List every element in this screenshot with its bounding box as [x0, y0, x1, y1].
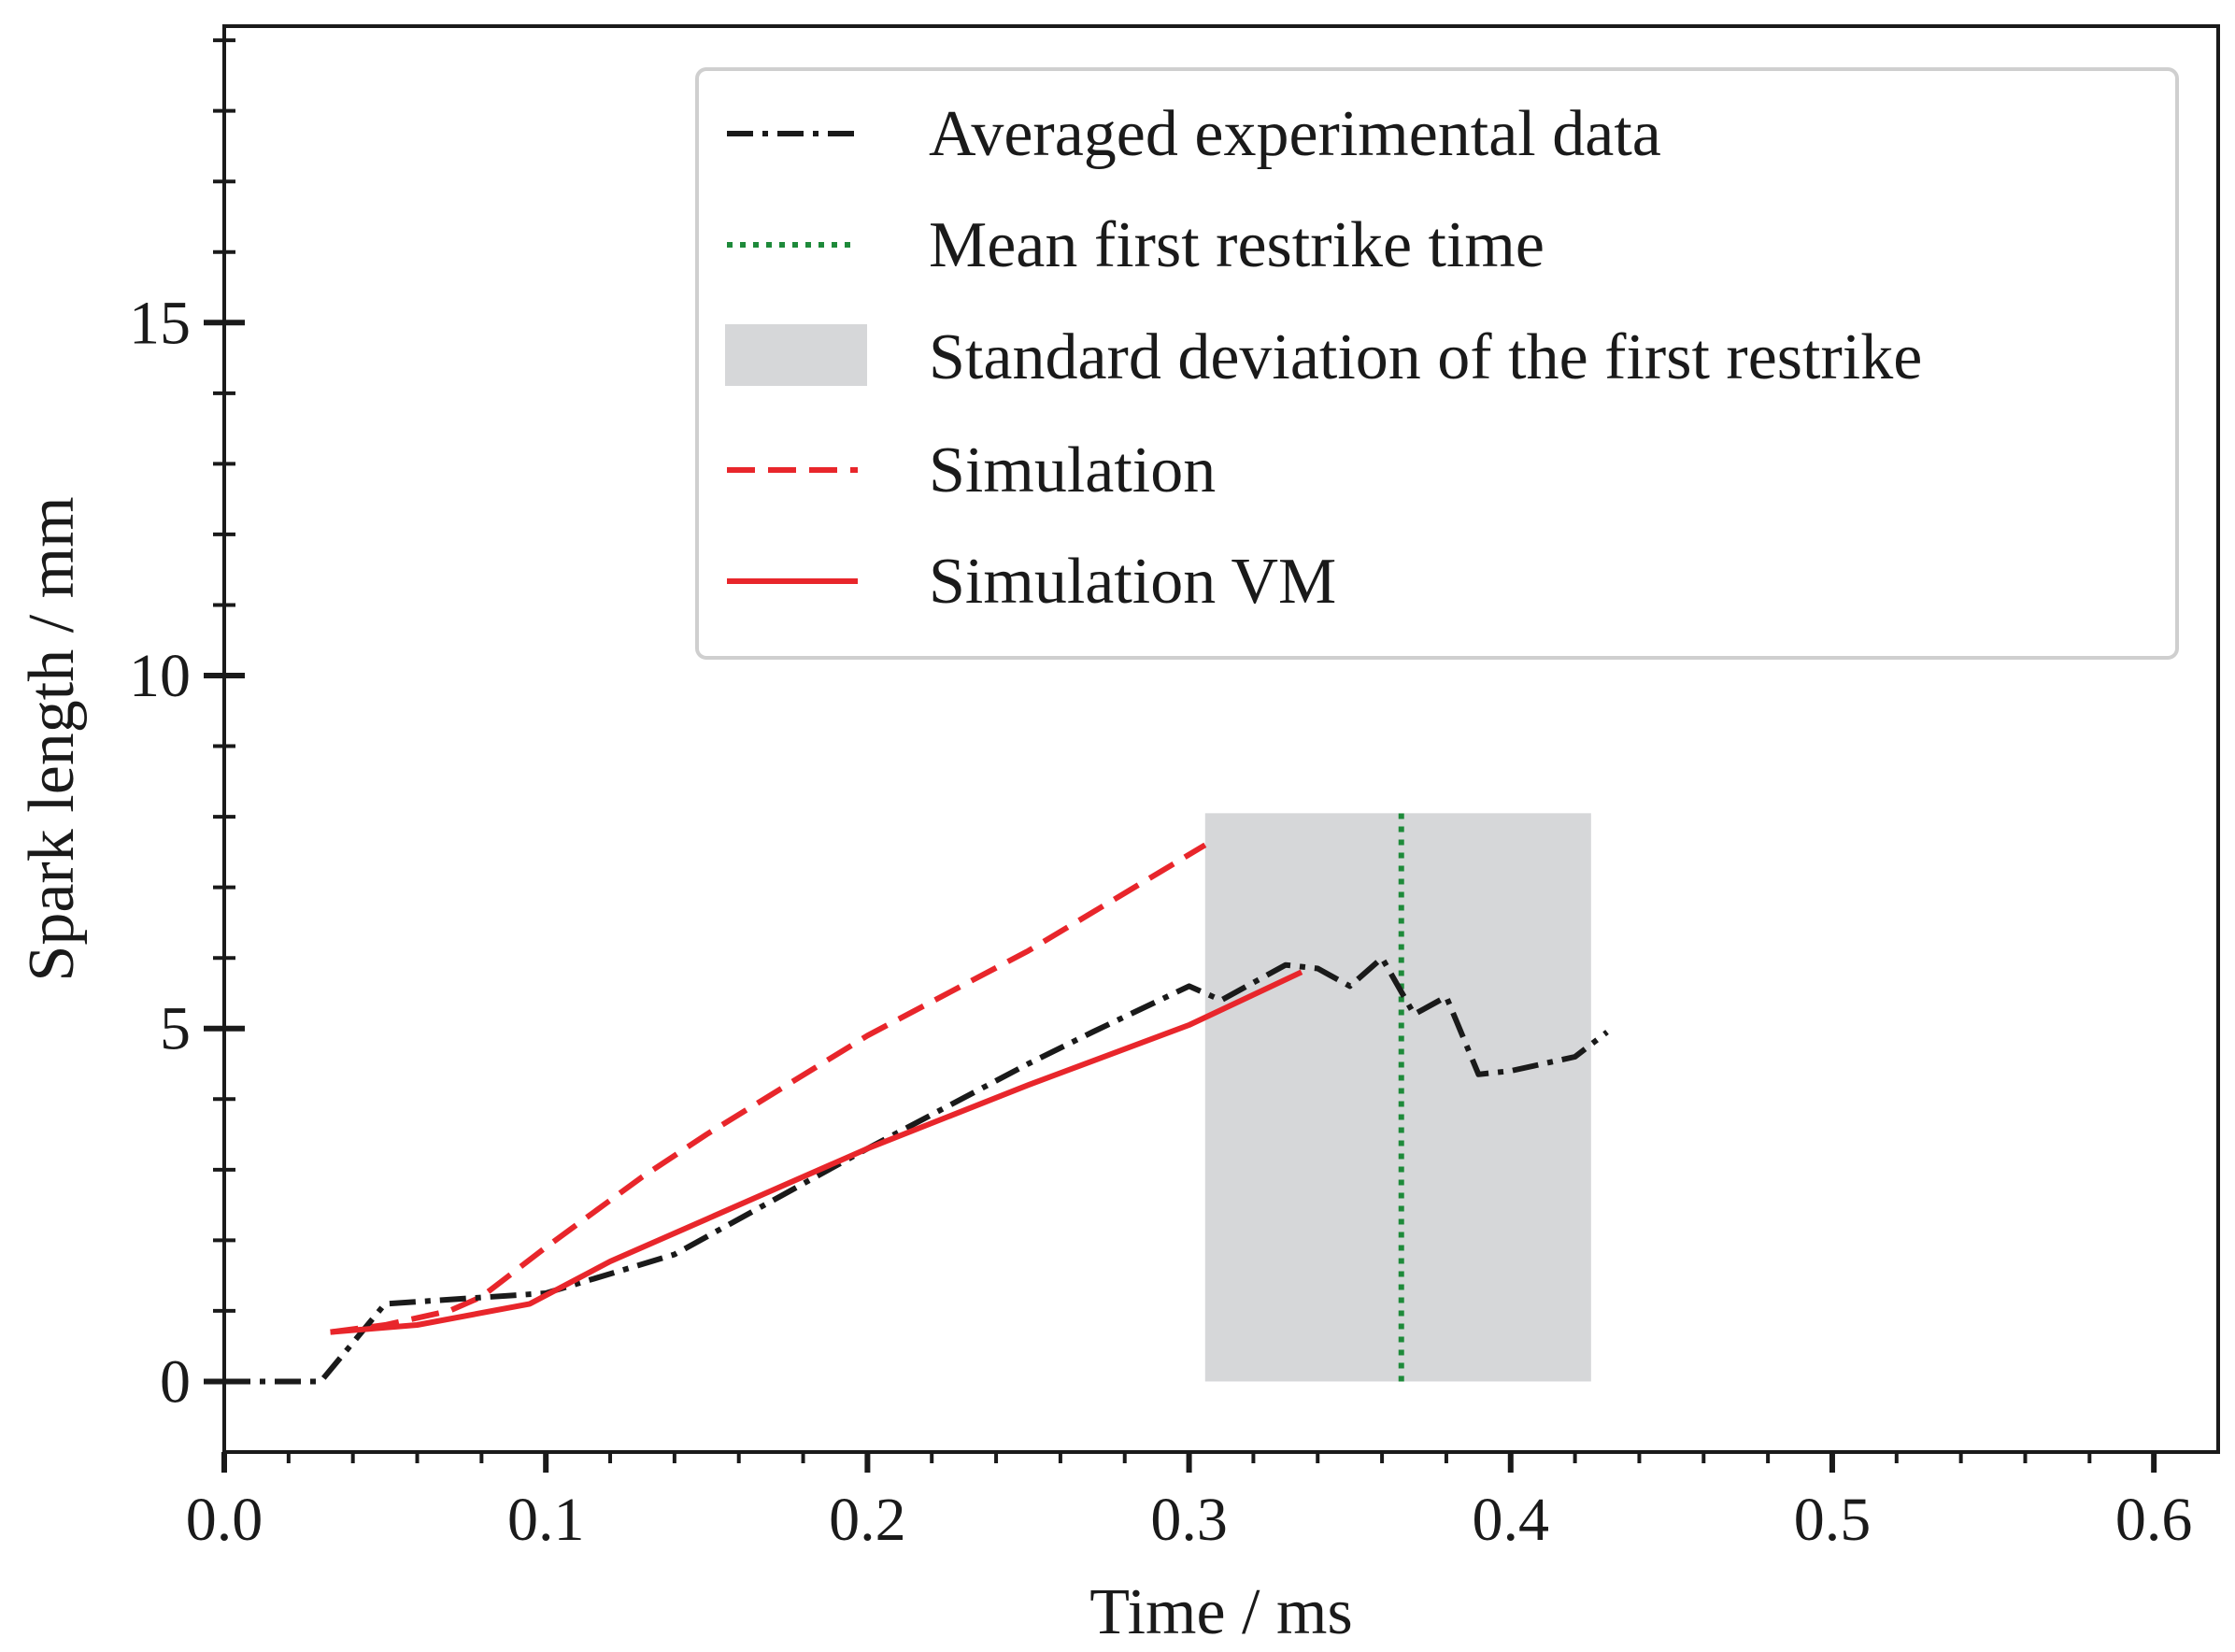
legend-label: Simulation VM: [929, 546, 1336, 618]
y-tick-label: 5: [160, 995, 191, 1063]
ticks: 0.0 0.1 0.2 0.3 0.4 0.5 0.6 0 5 10 15: [129, 38, 2193, 1554]
x-tick-label: 0.0: [186, 1486, 263, 1554]
experimental-data-line: [224, 955, 1609, 1385]
legend-entry-simulation: Simulation: [727, 434, 1216, 506]
simulation-vm-line: [330, 969, 1303, 1335]
legend-label: Averaged experimental data: [929, 98, 1661, 170]
legend: Averaged experimental data Mean first re…: [695, 67, 2179, 660]
x-tick-label: 0.2: [829, 1486, 906, 1554]
legend-entry-averaged-experimental-data: Averaged experimental data: [727, 98, 1661, 170]
x-tick-label: 0.1: [507, 1486, 585, 1554]
legend-label: Mean first restrike time: [929, 209, 1545, 281]
axes-frame: [222, 24, 2220, 1454]
legend-label: Standard deviation of the first restrike: [929, 321, 1922, 393]
y-tick-label: 15: [129, 289, 191, 357]
legend-entry-standard-deviation: Standard deviation of the first restrike: [725, 321, 1922, 393]
x-tick-label: 0.3: [1150, 1486, 1228, 1554]
axes: [222, 24, 2220, 1454]
simulation-line: [330, 842, 1207, 1335]
legend-entry-simulation-vm: Simulation VM: [727, 546, 1336, 618]
x-tick-label: 0.4: [1473, 1486, 1550, 1554]
legend-frame: [695, 67, 2179, 660]
legend-entry-mean-first-restrike-time: Mean first restrike time: [727, 209, 1545, 281]
legend-swatch-band: [725, 324, 867, 386]
legend-label: Simulation: [929, 434, 1216, 506]
y-axis-label: Spark length / mm: [16, 496, 88, 981]
x-axis-label: Time / ms: [1089, 1576, 1352, 1648]
y-tick-label: 0: [160, 1347, 191, 1416]
y-tick-label: 10: [129, 642, 191, 710]
x-tick-label: 0.6: [2115, 1486, 2193, 1554]
plot-area: [224, 813, 1609, 1385]
x-tick-label: 0.5: [1794, 1486, 1872, 1554]
restrike-std-band: [1204, 813, 1591, 1382]
